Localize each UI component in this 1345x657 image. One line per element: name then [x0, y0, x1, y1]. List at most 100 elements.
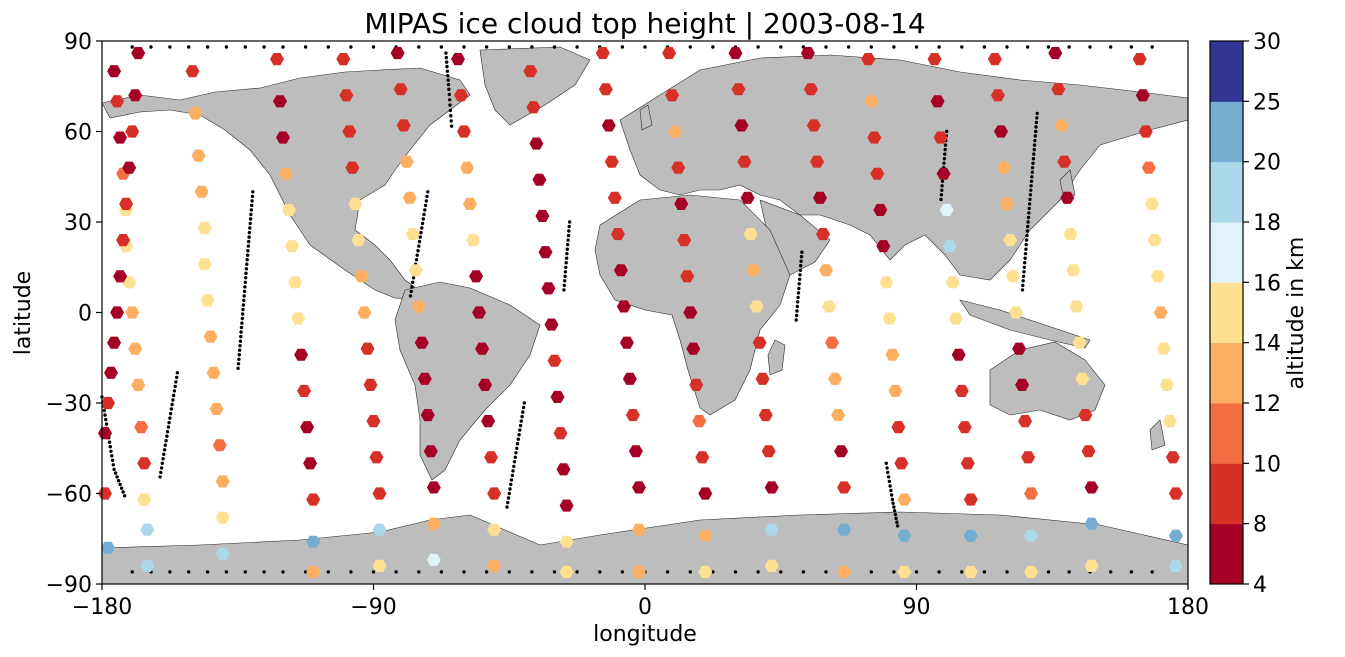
no-cloud-dot [423, 203, 428, 208]
cloud-hexagon [1150, 270, 1165, 283]
no-cloud-dot [515, 446, 519, 450]
cloud-hexagon [625, 409, 640, 422]
cloud-hexagon [997, 161, 1011, 174]
no-cloud-dot [1027, 211, 1031, 215]
no-cloud-dot [249, 212, 253, 217]
no-cloud-dot [711, 570, 715, 574]
cloud-hexagon [1168, 487, 1183, 500]
no-cloud-dot [250, 199, 254, 203]
cloud-hexagon [529, 137, 544, 150]
no-cloud-dot [563, 279, 567, 283]
cloud-hexagon [372, 559, 387, 572]
cloud-hexagon [206, 366, 221, 379]
no-cloud-dot [798, 268, 803, 272]
orbit-track [927, 53, 978, 578]
no-cloud-dot [940, 188, 944, 192]
cloud-hexagon [122, 276, 137, 289]
cloud-hexagon [897, 493, 912, 506]
colorbar-bin [1210, 463, 1243, 525]
cloud-hexagon [544, 318, 559, 331]
cloud-hexagon [1159, 378, 1174, 391]
no-cloud-dot [1021, 274, 1026, 278]
no-cloud-dot [163, 443, 167, 447]
cloud-hexagon [1000, 197, 1014, 210]
no-cloud-dot [1026, 215, 1031, 220]
cloud-hexagon [607, 191, 622, 204]
cloud-hexagon [683, 306, 698, 319]
colorbar-bin [1210, 41, 1243, 102]
no-cloud-dot [116, 479, 121, 483]
cloud-hexagon [137, 457, 152, 470]
no-cloud-dot [937, 570, 941, 574]
no-cloud-dot [414, 258, 419, 262]
cloud-hexagon [420, 409, 435, 422]
no-cloud-dot [426, 190, 430, 194]
no-cloud-dot [567, 229, 571, 233]
no-cloud-dot [513, 455, 517, 459]
no-cloud-dot [110, 458, 115, 462]
no-cloud-dot [530, 45, 534, 49]
cloud-hexagon [1132, 53, 1147, 66]
no-cloud-dot [869, 45, 873, 49]
no-cloud-dot [795, 304, 799, 309]
no-cloud-dot [241, 307, 245, 312]
x-tick-label: 90 [903, 595, 931, 620]
no-cloud-dot [511, 469, 515, 473]
cloud-hexagon [1138, 125, 1153, 138]
cloud-hexagon [270, 53, 284, 66]
no-cloud-dot [187, 570, 191, 574]
no-cloud-dot [420, 221, 425, 226]
no-cloud-dot [167, 420, 171, 425]
no-cloud-dot [242, 298, 246, 303]
cloud-hexagon [306, 493, 321, 506]
no-cloud-dot [521, 405, 526, 410]
colorbar-bin [1210, 342, 1243, 404]
no-cloud-dot [942, 161, 946, 165]
no-cloud-dot [408, 294, 413, 298]
no-cloud-dot [246, 249, 250, 253]
no-cloud-dot [174, 380, 178, 384]
no-cloud-dot [237, 353, 241, 357]
colorbar-tick-label: 4 [1253, 573, 1267, 598]
no-cloud-dot [562, 283, 566, 288]
no-cloud-dot [118, 482, 122, 487]
land-australia [989, 341, 1106, 421]
no-cloud-dot [895, 520, 899, 524]
cloud-hexagon [1147, 234, 1162, 247]
no-cloud-dot [519, 419, 523, 423]
colorbar-bin [1210, 523, 1243, 585]
no-cloud-dot [168, 416, 172, 420]
cloud-hexagon [345, 161, 360, 174]
cloud-hexagon [764, 559, 779, 572]
no-cloud-dot [943, 143, 948, 147]
no-cloud-dot [104, 422, 109, 426]
cloud-hexagon [282, 203, 296, 216]
no-cloud-dot [417, 244, 421, 248]
no-cloud-dot [505, 505, 509, 509]
no-cloud-dot [552, 45, 557, 49]
no-cloud-dot [1024, 242, 1028, 247]
cloud-hexagon [460, 161, 474, 174]
cloud-hexagon [939, 203, 954, 216]
cloud-hexagon [1021, 451, 1036, 464]
no-cloud-dot [243, 280, 247, 284]
colorbar-bin [1210, 403, 1243, 464]
orbit-track [390, 47, 441, 566]
land-great-britain [639, 104, 653, 131]
no-cloud-dot [506, 496, 511, 500]
cloud-hexagon [1144, 197, 1159, 210]
cloud-hexagon [215, 475, 230, 488]
cloud-hexagon [1051, 83, 1066, 96]
no-cloud-dot [250, 203, 254, 208]
no-cloud-dot [895, 524, 900, 528]
cloud-hexagon [879, 276, 894, 289]
colorbar-tick-label: 12 [1253, 392, 1281, 417]
colorbar-label: altitude in km [1284, 237, 1309, 390]
y-tick-label: −30 [46, 392, 92, 417]
cloud-hexagon [532, 173, 547, 186]
no-cloud-dot [409, 289, 413, 294]
no-cloud-dot [205, 570, 210, 574]
cloud-hexagon [1084, 517, 1099, 530]
cloud-hexagon [125, 306, 140, 319]
cloud-hexagon [197, 258, 212, 271]
